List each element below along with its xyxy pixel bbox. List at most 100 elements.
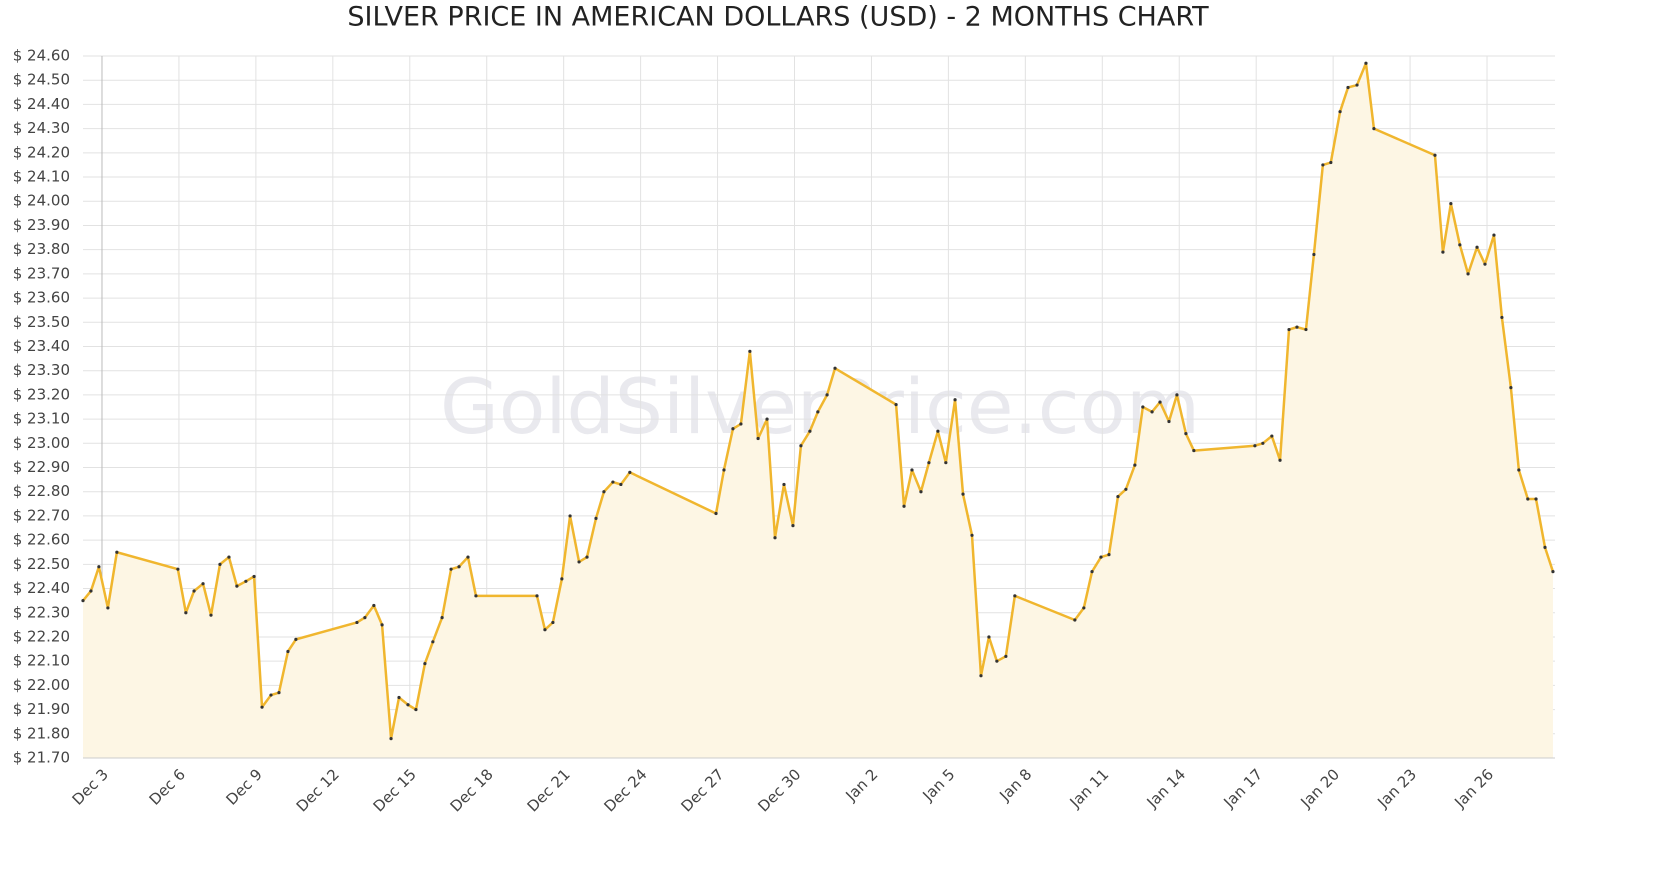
point xyxy=(611,480,615,484)
point xyxy=(184,611,188,615)
y-tick-label: $ 22.30 xyxy=(13,603,70,621)
x-tick-label: Jan 14 xyxy=(1143,765,1190,812)
point xyxy=(1099,555,1103,559)
point xyxy=(970,533,974,537)
point xyxy=(1150,410,1154,414)
x-tick-label: Dec 18 xyxy=(447,765,497,815)
y-tick-label: $ 22.20 xyxy=(13,627,70,645)
y-tick-label: $ 24.10 xyxy=(13,168,70,186)
point xyxy=(1441,250,1445,254)
point xyxy=(1338,110,1342,114)
x-tick-label: Dec 21 xyxy=(524,765,574,815)
point xyxy=(833,366,837,370)
y-tick-label: $ 21.80 xyxy=(13,724,70,742)
point xyxy=(406,703,410,707)
point xyxy=(380,623,384,627)
point xyxy=(218,562,222,566)
x-tick-label: Dec 9 xyxy=(223,765,266,808)
point xyxy=(987,635,991,639)
y-tick-label: $ 23.60 xyxy=(13,289,70,307)
point xyxy=(756,436,760,441)
point xyxy=(602,490,606,494)
point xyxy=(115,550,119,554)
point xyxy=(1295,325,1299,329)
point xyxy=(1466,272,1470,276)
point xyxy=(1355,83,1359,87)
x-tick-label: Dec 24 xyxy=(600,765,650,815)
y-tick-label: $ 23.90 xyxy=(13,216,70,234)
point xyxy=(1107,553,1111,557)
y-tick-label: $ 23.80 xyxy=(13,240,70,258)
x-tick-label: Jan 11 xyxy=(1066,765,1113,812)
point xyxy=(1261,441,1265,445)
point xyxy=(1004,654,1008,658)
point xyxy=(227,555,231,559)
point xyxy=(799,444,803,448)
point xyxy=(825,393,829,397)
x-tick-label: Jan 20 xyxy=(1296,765,1343,812)
point xyxy=(440,616,444,620)
point xyxy=(1483,262,1487,266)
point xyxy=(414,707,418,712)
point xyxy=(431,640,435,644)
point xyxy=(979,674,983,678)
point xyxy=(1433,153,1437,157)
point xyxy=(791,524,795,528)
point xyxy=(1543,545,1547,550)
point xyxy=(995,659,999,663)
y-tick-label: $ 23.00 xyxy=(13,434,70,452)
point xyxy=(944,461,948,465)
y-tick-label: $ 23.50 xyxy=(13,313,70,331)
point xyxy=(1278,458,1282,462)
point xyxy=(619,482,623,487)
y-tick-label: $ 22.80 xyxy=(13,482,70,500)
y-tick-label: $ 24.50 xyxy=(13,71,70,89)
y-tick-label: $ 22.60 xyxy=(13,531,70,549)
point xyxy=(355,620,359,625)
point xyxy=(423,661,427,666)
x-tick-label: Jan 26 xyxy=(1450,765,1497,812)
point xyxy=(286,649,290,654)
point xyxy=(192,589,196,593)
point xyxy=(209,613,213,617)
point xyxy=(1312,252,1316,257)
point xyxy=(1500,315,1504,320)
point xyxy=(577,560,581,564)
point xyxy=(1346,85,1350,90)
point xyxy=(1082,606,1086,610)
point xyxy=(474,594,478,598)
point xyxy=(176,567,180,571)
point xyxy=(1509,386,1513,390)
point xyxy=(765,417,769,421)
y-tick-label: $ 21.90 xyxy=(13,700,70,718)
point xyxy=(816,410,820,414)
point xyxy=(97,565,101,569)
point xyxy=(466,555,470,559)
point xyxy=(919,490,923,494)
point xyxy=(1329,160,1333,165)
point xyxy=(961,492,965,496)
point xyxy=(81,599,85,603)
point xyxy=(106,606,110,610)
x-tick-label: Jan 2 xyxy=(842,765,882,805)
point xyxy=(201,582,205,586)
point xyxy=(372,603,376,608)
point xyxy=(1449,202,1453,206)
point xyxy=(551,620,555,625)
point xyxy=(1321,163,1325,167)
y-tick-label: $ 24.00 xyxy=(13,192,70,210)
x-tick-label: Dec 3 xyxy=(69,765,112,808)
point xyxy=(244,579,248,583)
point xyxy=(1270,434,1274,438)
point xyxy=(1073,618,1077,622)
point xyxy=(585,555,589,559)
point xyxy=(449,567,453,571)
y-tick-label: $ 22.90 xyxy=(13,458,70,476)
point xyxy=(89,589,93,593)
y-tick-label: $ 23.70 xyxy=(13,264,70,282)
y-tick-label: $ 23.20 xyxy=(13,385,70,403)
point xyxy=(269,693,273,697)
point xyxy=(731,427,735,431)
y-tick-label: $ 22.40 xyxy=(13,579,70,597)
